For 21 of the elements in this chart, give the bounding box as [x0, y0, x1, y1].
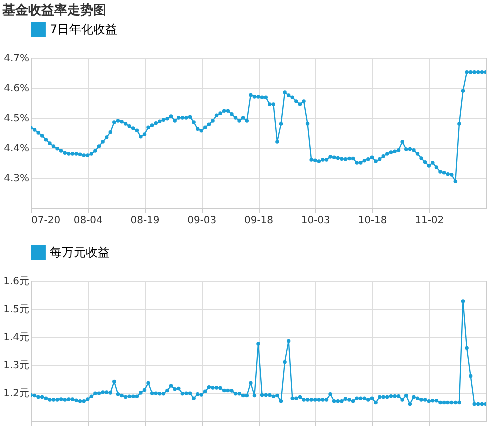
x-tick-label: 11-02 [415, 216, 444, 226]
y-tick-label: 1.2元 [4, 388, 30, 400]
y-tick-label: 1.3元 [4, 360, 30, 372]
y-tick-label: 1.6元 [4, 276, 30, 288]
y-tick-label: 4.6% [4, 84, 30, 94]
y-tick-label: 1.4元 [4, 332, 30, 344]
y-tick-label: 4.3% [4, 174, 30, 184]
legend-label: 每万元收益 [50, 246, 110, 260]
y-tick-label: 4.7% [4, 54, 30, 64]
x-tick-label: 09-03 [188, 216, 217, 226]
x-tick-label: 09-18 [244, 216, 274, 226]
x-tick-label: 08-04 [74, 216, 103, 226]
x-tick-label: 10-03 [301, 216, 330, 226]
x-tick-label: 10-18 [358, 216, 388, 226]
y-tick-label: 4.5% [4, 114, 30, 124]
x-tick-label: 07-20 [32, 216, 61, 226]
chart-title: 基金收益率走势图 [2, 2, 107, 18]
y-tick-label: 4.4% [4, 144, 30, 154]
x-tick-label: 08-19 [130, 216, 160, 226]
y-tick-label: 1.5元 [4, 304, 30, 316]
legend-label: 7日年化收益 [50, 22, 118, 36]
